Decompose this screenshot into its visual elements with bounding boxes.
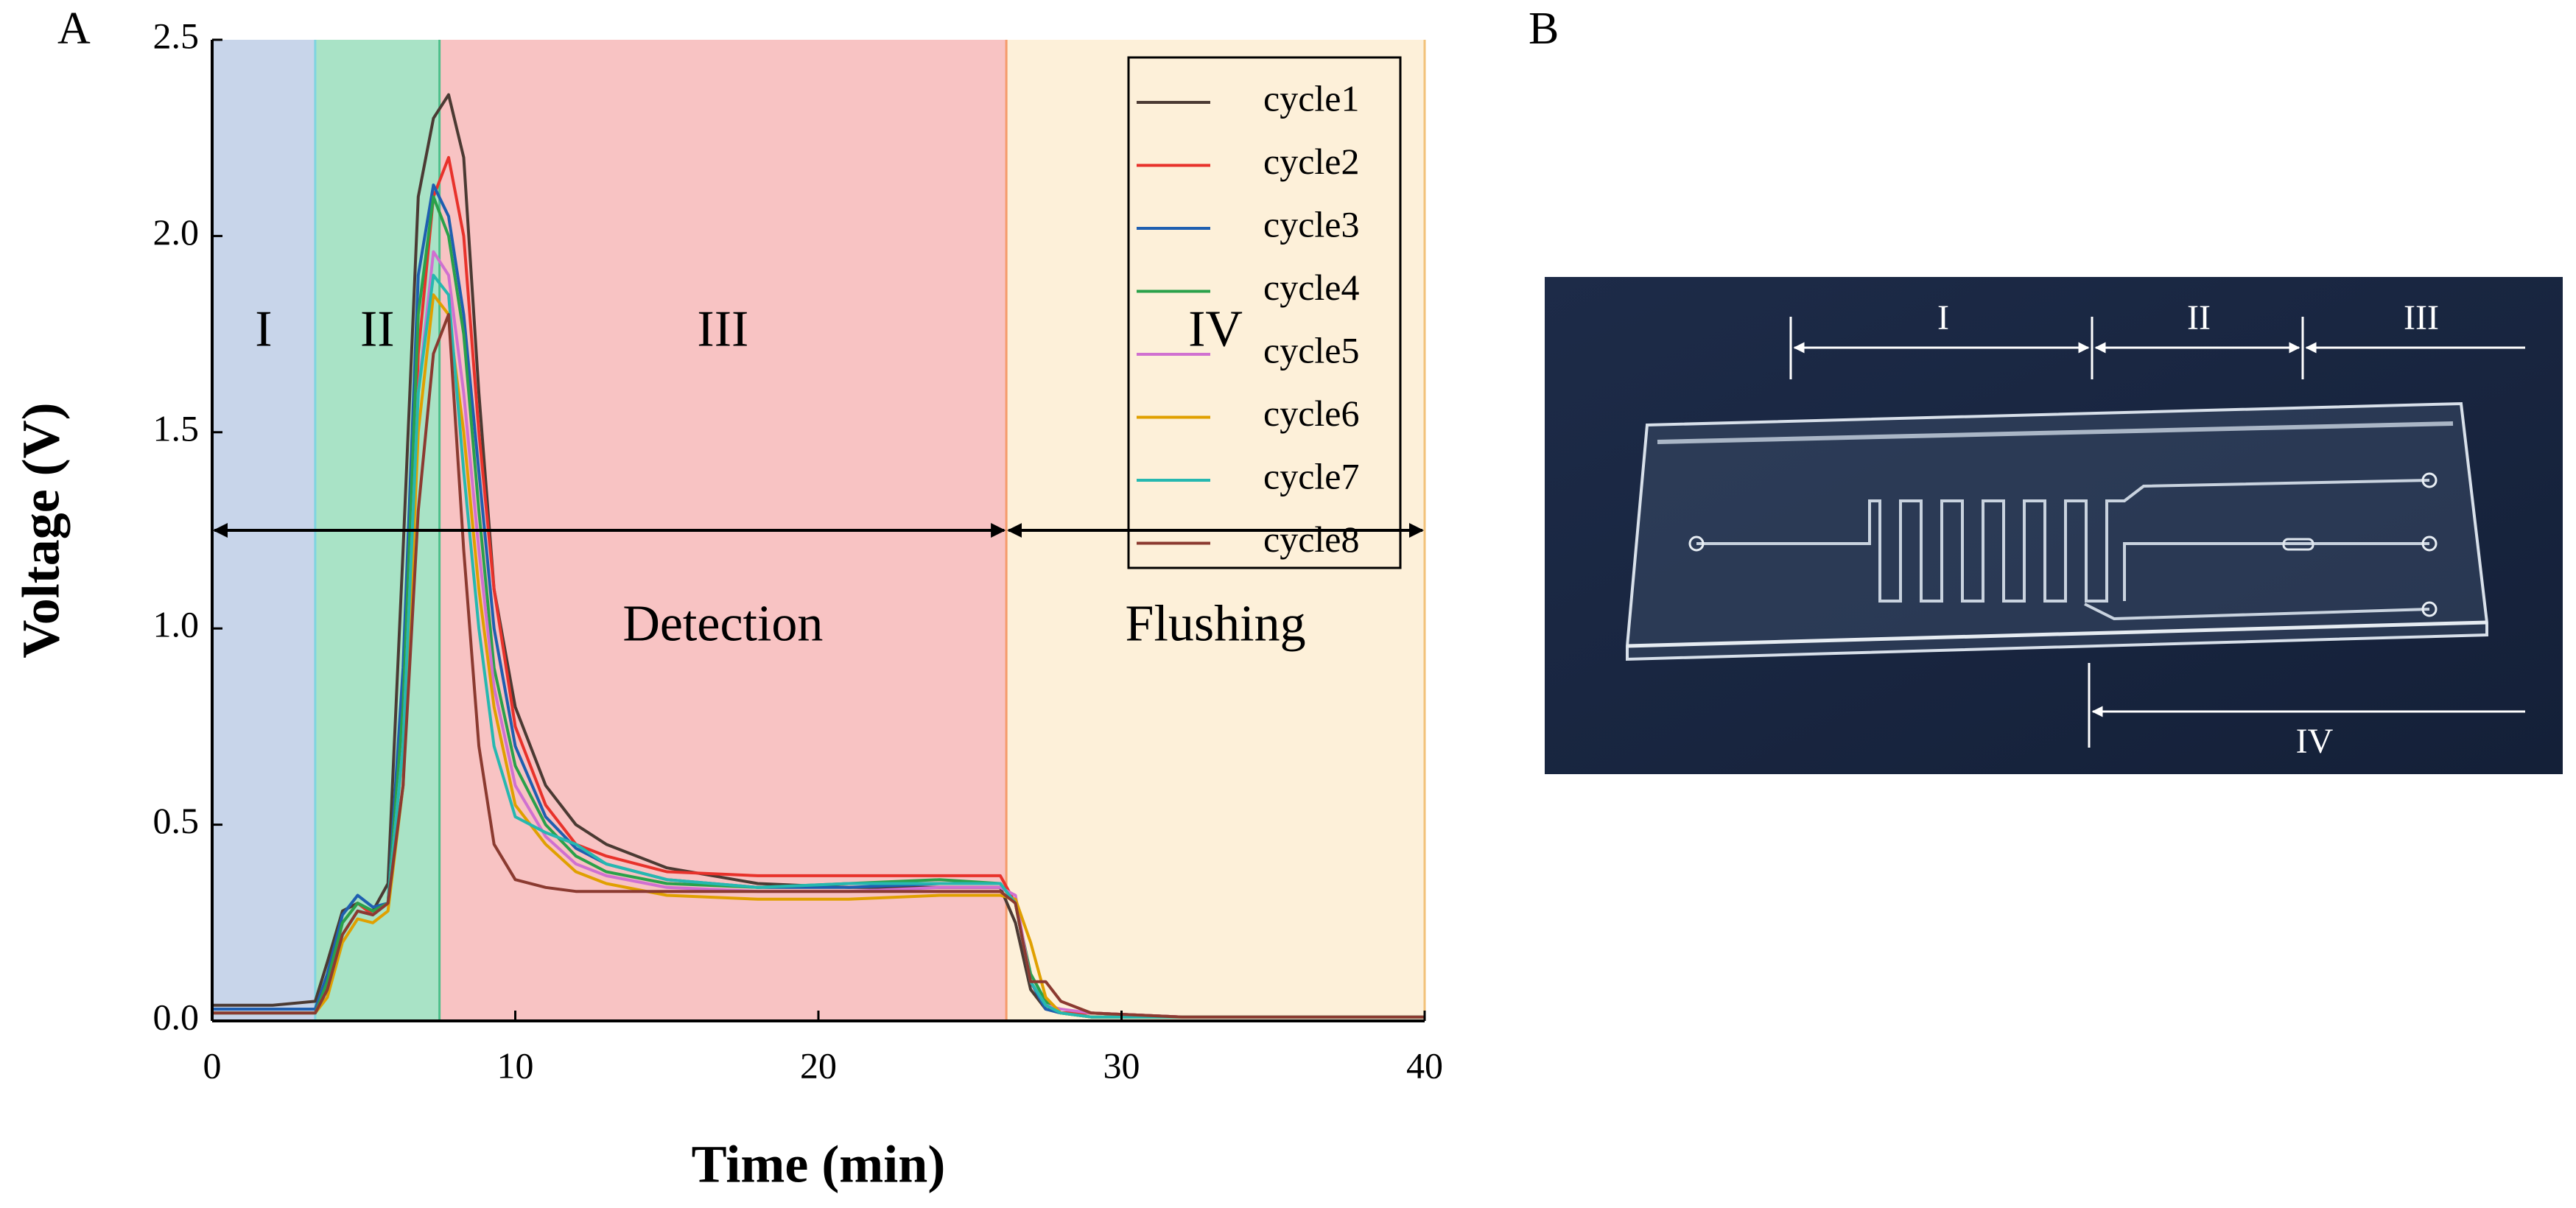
- legend-label: cycle1: [1263, 77, 1359, 119]
- chip-slide: [1626, 401, 2488, 661]
- x-tick-label: 40: [1406, 1044, 1443, 1086]
- legend-label: cycle8: [1263, 519, 1359, 560]
- y-tick-label: 1.5: [153, 407, 200, 449]
- panel-label: B: [1529, 4, 1559, 54]
- port: [2421, 601, 2438, 617]
- x-tick-label: 30: [1103, 1044, 1140, 1086]
- photo-label: III: [2404, 298, 2439, 337]
- channel: [1696, 479, 2430, 603]
- legend-label: cycle7: [1263, 455, 1359, 496]
- photo: I II III IV: [1545, 277, 2563, 774]
- port: [2421, 472, 2438, 488]
- x-axis-title: Time (min): [692, 1135, 946, 1194]
- span-label: Detection: [622, 595, 823, 652]
- y-axis-title: Voltage (V): [12, 402, 71, 658]
- legend-label: cycle2: [1263, 141, 1359, 182]
- legend-label: cycle4: [1263, 267, 1359, 308]
- series-line: [212, 195, 1425, 1019]
- photo-arrows: [1789, 317, 2525, 748]
- channel: [2084, 542, 2430, 621]
- x-tick-label: 0: [203, 1044, 222, 1086]
- chip-edge: [1657, 421, 2454, 444]
- chip-edge: [1626, 620, 2488, 648]
- legend-box: [1127, 56, 1402, 569]
- photo-label: II: [2187, 298, 2211, 337]
- legend-label: cycle6: [1263, 393, 1359, 434]
- legend-label: cycle5: [1263, 329, 1359, 371]
- x-tick-label: 10: [497, 1044, 534, 1086]
- y-tick-label: 2.0: [153, 211, 200, 253]
- series-line: [212, 313, 1425, 1019]
- region-label: II: [360, 301, 395, 358]
- y-tick-label: 0.5: [153, 800, 200, 841]
- x-tick-label: 20: [800, 1044, 837, 1086]
- chamber: [2282, 538, 2314, 551]
- region-label: I: [255, 301, 272, 358]
- region-label: III: [697, 301, 748, 358]
- panel-label: A: [57, 4, 91, 54]
- legend-label: cycle3: [1263, 203, 1359, 245]
- series-line: [212, 183, 1425, 1019]
- photo-label: IV: [2296, 722, 2334, 761]
- port: [2421, 535, 2438, 552]
- photo-label: I: [1937, 298, 1949, 337]
- y-tick-label: 1.0: [153, 604, 200, 645]
- span-label: Flushing: [1126, 595, 1306, 652]
- y-tick-label: 2.5: [153, 15, 200, 56]
- port: [1688, 535, 1705, 552]
- region-label: IV: [1188, 301, 1243, 358]
- y-tick-label: 0.0: [153, 996, 200, 1037]
